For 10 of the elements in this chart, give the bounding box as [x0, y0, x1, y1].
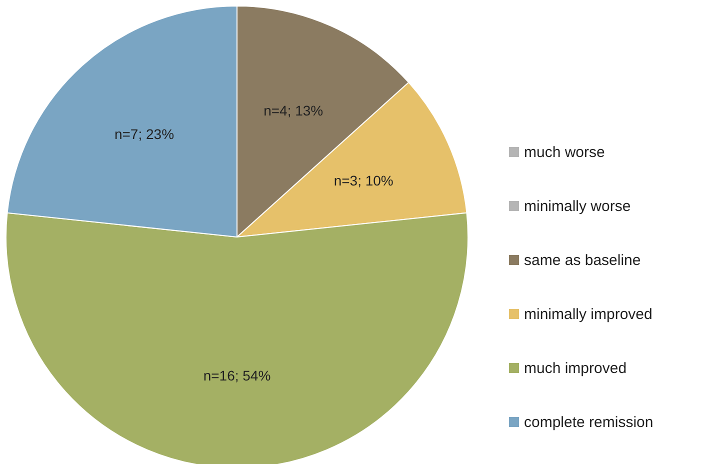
legend-label: complete remission	[524, 414, 654, 430]
legend-label: much improved	[524, 360, 627, 376]
data-label: n=7; 23%	[114, 126, 174, 142]
legend-label: same as baseline	[524, 252, 641, 268]
legend-label: much worse	[524, 144, 605, 160]
legend-label: minimally worse	[524, 198, 631, 214]
legend-label: minimally improved	[524, 306, 652, 322]
data-label: n=4; 13%	[264, 102, 324, 118]
data-label: n=3; 10%	[334, 172, 394, 189]
data-label: n=16; 54%	[203, 368, 271, 384]
